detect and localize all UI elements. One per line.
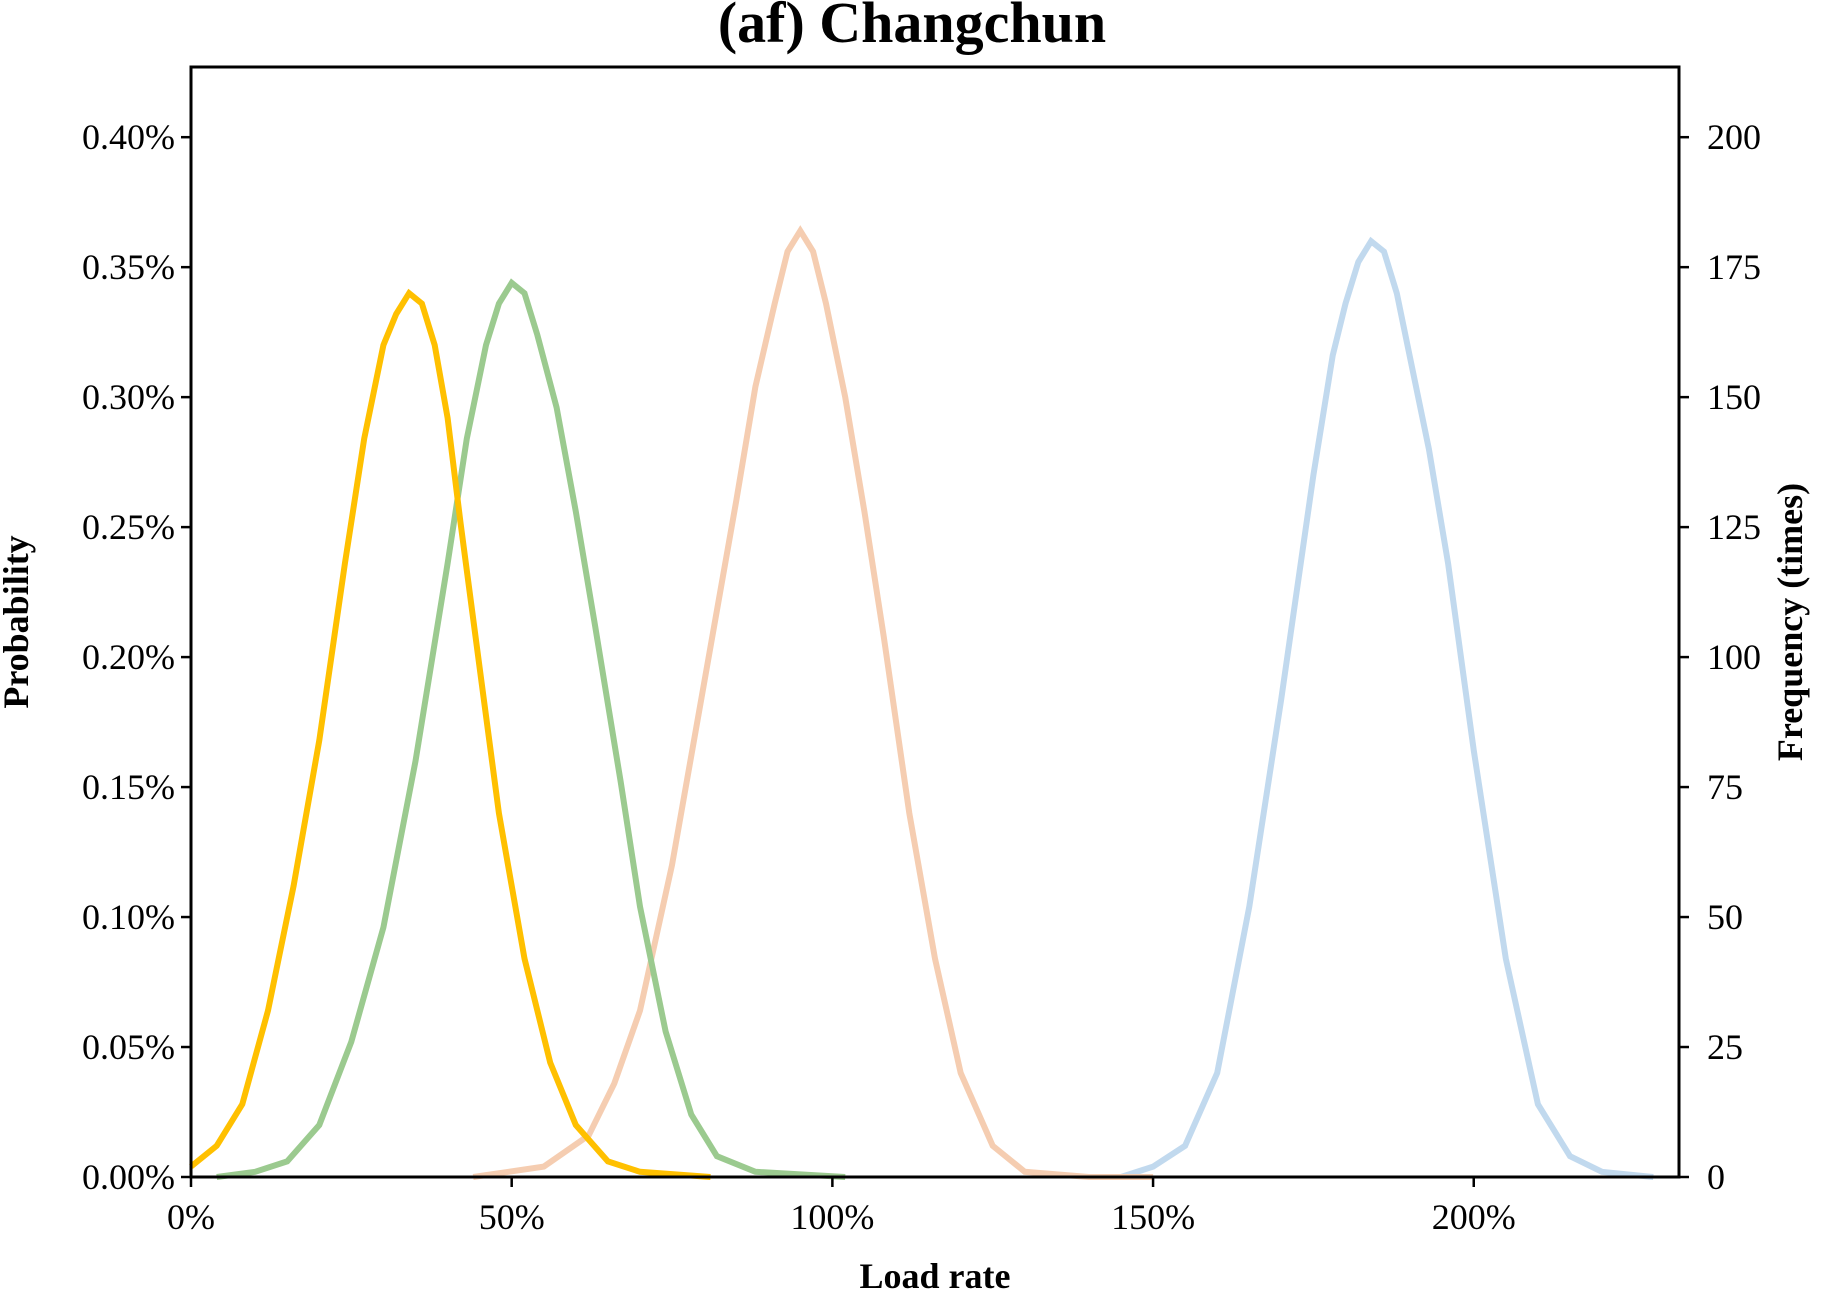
y-left-tick-label: 0.00% [82, 1157, 175, 1197]
y-right-tick-label: 150 [1707, 377, 1761, 417]
x-axis: 0% 50% 100% 150% 200% [167, 1177, 1516, 1237]
y-axis-left: 0.00% 0.05% 0.10% 0.15% 0.20% 0.25% 0.30% 0.35%… [82, 117, 191, 1197]
y-axis-right: 0 25 50 75 100 125 150 175 200 [1679, 117, 1761, 1197]
plot-frame [189, 65, 1681, 1179]
x-tick-label: 50% [479, 1197, 545, 1237]
x-tick-label: 0% [167, 1197, 215, 1237]
y-right-tick-label: 175 [1707, 247, 1761, 287]
y-left-tick-label: 0.10% [82, 897, 175, 937]
series-line-4 [189, 288, 711, 1180]
y-left-tick-label: 0.35% [82, 247, 175, 287]
x-tick-label: 150% [1111, 1197, 1195, 1237]
y-left-tick-label: 0.15% [82, 767, 175, 807]
series-layer [189, 225, 1654, 1180]
y-axis-left-label: Probability [0, 535, 36, 708]
y-left-tick-label: 0.40% [82, 117, 175, 157]
y-right-tick-label: 0 [1707, 1157, 1725, 1197]
x-tick-label: 100% [790, 1197, 874, 1237]
y-right-tick-label: 50 [1707, 897, 1743, 937]
series-line-3 [216, 278, 846, 1180]
y-right-tick-label: 125 [1707, 507, 1761, 547]
y-right-tick-label: 200 [1707, 117, 1761, 157]
y-right-tick-label: 25 [1707, 1027, 1743, 1067]
chart-title: (af) Changchun [718, 0, 1106, 55]
y-axis-right-label: Frequency (times) [1770, 483, 1810, 761]
y-left-tick-label: 0.30% [82, 377, 175, 417]
series-line-1 [1120, 236, 1654, 1180]
y-left-tick-label: 0.25% [82, 507, 175, 547]
x-tick-label: 200% [1432, 1197, 1516, 1237]
y-right-tick-label: 100 [1707, 637, 1761, 677]
series-line-2 [472, 225, 1154, 1180]
y-left-tick-label: 0.05% [82, 1027, 175, 1067]
y-right-tick-label: 75 [1707, 767, 1743, 807]
y-left-tick-label: 0.20% [82, 637, 175, 677]
x-axis-label: Load rate [860, 1256, 1011, 1296]
